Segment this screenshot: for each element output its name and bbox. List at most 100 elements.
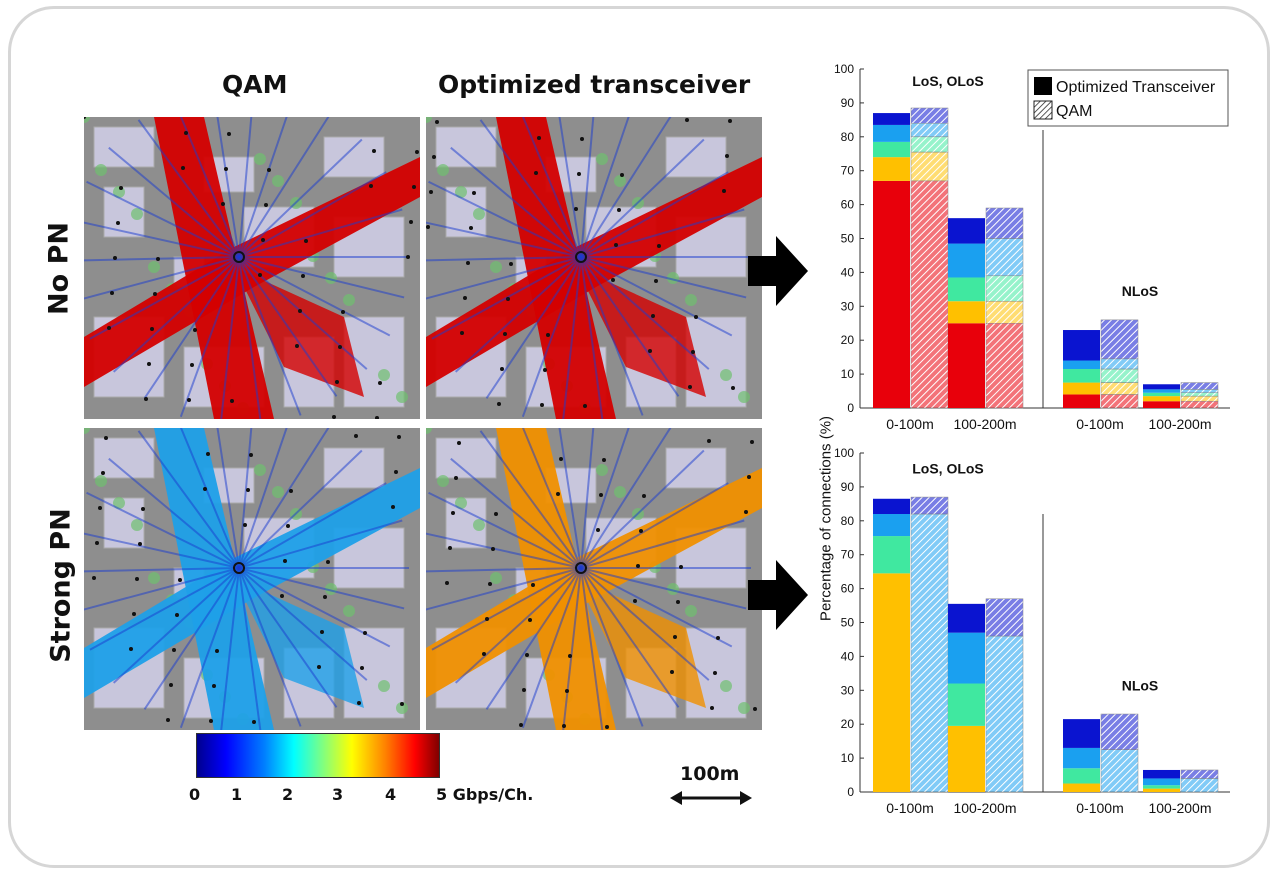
street-coverage [84,157,420,387]
y-tick-label: 80 [841,514,855,528]
bar-segment [1063,330,1100,361]
tree [473,208,485,220]
ray [580,428,630,569]
user-point [209,719,213,723]
map-qam-no-pn [84,117,420,419]
user-point [654,279,658,283]
ray [238,567,338,708]
user-point [206,452,210,456]
ray [220,567,240,730]
user-point [135,577,139,581]
bar-segment [1143,389,1180,393]
y-tick-label: 60 [841,582,855,596]
user-point [599,493,603,497]
user-point [184,131,188,135]
user-point [543,368,547,372]
bar-segment [1143,778,1180,786]
tree [254,464,266,476]
user-point [116,221,120,225]
user-point [713,671,717,675]
street-coverage [426,468,762,698]
ray [238,567,368,681]
bar-segment [985,300,1024,324]
bar-segment [1180,769,1219,779]
colorbar-tick: 4 [385,785,397,804]
user-point [694,315,698,319]
ray [450,146,582,258]
ray [220,256,240,419]
ray [89,256,240,340]
street-coverage [154,428,274,730]
user-point [320,630,324,634]
ray [84,256,240,262]
user-point [633,599,637,603]
user-point [472,191,476,195]
building [323,136,385,178]
tree [254,153,266,165]
ray [137,119,240,258]
legend-entry: QAM [1056,103,1092,120]
tree [596,153,608,165]
user-point [323,595,327,599]
user-point [657,244,661,248]
ray [580,256,680,397]
user-point [113,256,117,260]
ray [84,567,240,573]
tree [396,702,408,714]
user-point [181,166,185,170]
ray [580,256,604,419]
tree [343,294,355,306]
user-point [537,136,541,140]
user-point [454,476,458,480]
user-point [84,117,86,119]
y-tick-label: 50 [841,616,855,630]
y-tick-label: 40 [841,649,855,663]
street-coverage [576,578,706,708]
legend-swatch-hatched [1033,100,1053,120]
y-tick-label: 40 [841,265,855,279]
user-point [617,208,621,212]
ray [580,256,710,370]
user-point [463,296,467,300]
user-point [101,471,105,475]
bar-segment [1180,778,1219,793]
user-point [509,262,513,266]
user-point [469,226,473,230]
ray [479,119,582,258]
user-point [286,524,290,528]
x-tick-label: 0-100m [1076,416,1123,432]
tree [131,519,143,531]
user-point [429,190,433,194]
ray [485,256,582,399]
y-tick-label: 50 [841,232,855,246]
user-point [415,150,419,154]
building [665,136,727,178]
ray [558,117,582,258]
base-station-marker [233,251,245,263]
user-point [580,137,584,141]
user-point [466,261,470,265]
bar-segment [1143,785,1180,789]
user-point [338,345,342,349]
right-arrow-icon [748,236,808,306]
user-point [670,670,674,674]
user-point [203,487,207,491]
ray [238,567,262,730]
bar-segment [910,496,949,515]
user-point [519,723,523,727]
bar-segment [873,498,910,515]
bar-segment [1063,369,1100,383]
bar-segment [873,536,910,574]
tree [378,369,390,381]
ray [580,567,604,730]
user-point [445,581,449,585]
ray [426,221,582,258]
ray [238,519,403,569]
ray [238,256,262,419]
urban-heatmap [426,117,762,419]
user-point [409,220,413,224]
ray [238,256,405,299]
user-point [565,689,569,693]
user-point [412,185,416,189]
bar-segment [1143,384,1180,390]
